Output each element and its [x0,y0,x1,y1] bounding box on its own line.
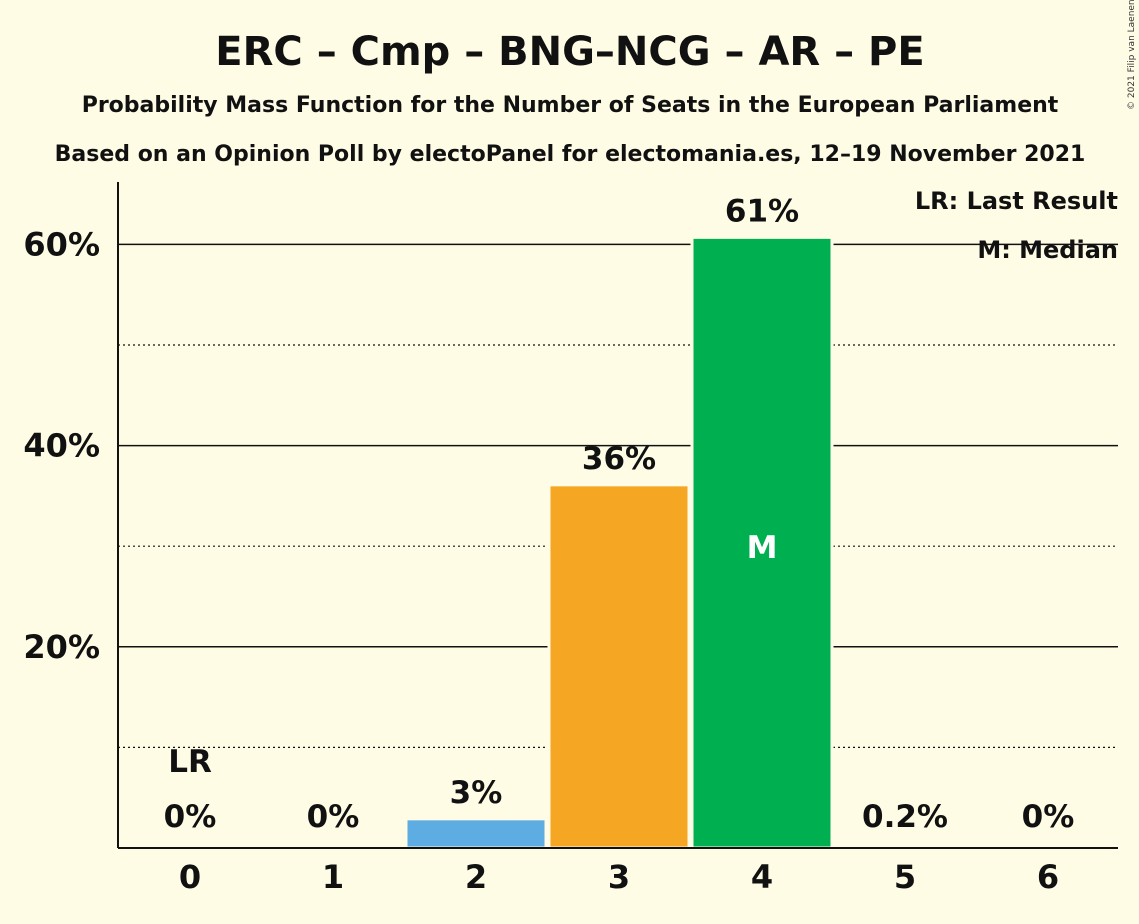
x-tick-label-2: 2 [465,858,487,896]
copyright-notice: © 2021 Filip van Laenen [1127,0,1137,110]
axes: 20% 40% 60% 0 1 2 3 4 5 6 [23,182,1118,896]
value-label-5: 0.2% [862,799,948,835]
value-label-3: 36% [582,441,656,477]
value-label-0: 0% [164,799,217,835]
chart-subtitle: Probability Mass Function for the Number… [82,93,1059,118]
x-tick-label-4: 4 [751,858,773,896]
median-marker: M [747,530,778,566]
x-tick-label-0: 0 [179,858,201,896]
legend-last-result: LR: Last Result [915,187,1118,215]
y-tick-label-60: 60% [23,225,100,263]
x-tick-label-1: 1 [322,858,344,896]
bar-4 [690,235,834,850]
y-tick-label-40: 40% [23,427,100,465]
value-label-1: 0% [307,799,360,835]
last-result-marker: LR [168,744,212,780]
bar-3 [547,483,691,850]
x-tick-label-5: 5 [894,858,916,896]
bar-2 [404,817,548,850]
chart-title: ERC – Cmp – BNG–NCG – AR – PE [215,29,924,75]
x-tick-label-6: 6 [1037,858,1059,896]
labels: 0% 0% 3% 36% 61% 0.2% 0% LR M [164,193,1075,835]
y-tick-label-20: 20% [23,628,100,666]
chart-source: Based on an Opinion Poll by electoPanel … [55,142,1086,167]
legend: LR: Last Result M: Median [915,187,1118,264]
value-label-4: 61% [725,193,799,229]
value-label-2: 3% [450,775,503,811]
bars [404,235,977,850]
legend-median: M: Median [977,236,1118,264]
value-label-6: 0% [1022,799,1075,835]
x-tick-label-3: 3 [608,858,630,896]
